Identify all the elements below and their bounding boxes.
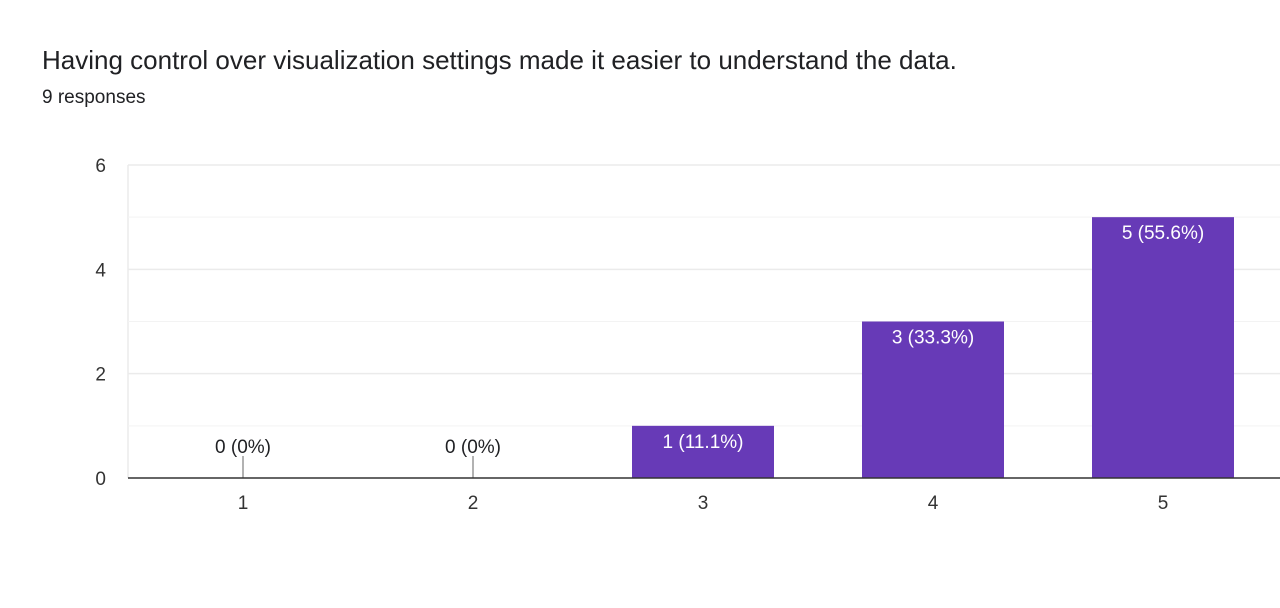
y-tick-label: 2 [95,365,106,386]
bars [242,217,1234,478]
x-axis-ticks: 1 2 3 4 5 [238,493,1169,514]
y-tick-label: 4 [95,260,106,281]
data-label: 1 (11.1%) [663,432,744,453]
y-tick-label: 0 [95,469,106,490]
bar-4 [862,321,1004,478]
y-axis-ticks: 0 2 4 6 [95,156,106,490]
bar-5 [1092,217,1234,478]
x-tick-label: 1 [238,493,249,514]
data-label: 0 (0%) [215,437,271,458]
data-label: 5 (55.6%) [1122,223,1204,244]
data-label: 0 (0%) [445,437,501,458]
x-tick-label: 4 [928,493,939,514]
question-title: Having control over visualization settin… [42,45,957,75]
x-tick-label: 2 [468,493,479,514]
response-count: 9 responses [42,87,146,108]
bar-3 [632,425,774,478]
data-labels: 0 (0%) 0 (0%) 1 (11.1%) 3 (33.3%) 5 (55.6%) [215,223,1204,458]
data-label: 3 (33.3%) [892,328,974,349]
x-tick-label: 3 [698,493,709,514]
x-tick-label: 5 [1158,493,1169,514]
y-tick-label: 6 [95,156,106,177]
